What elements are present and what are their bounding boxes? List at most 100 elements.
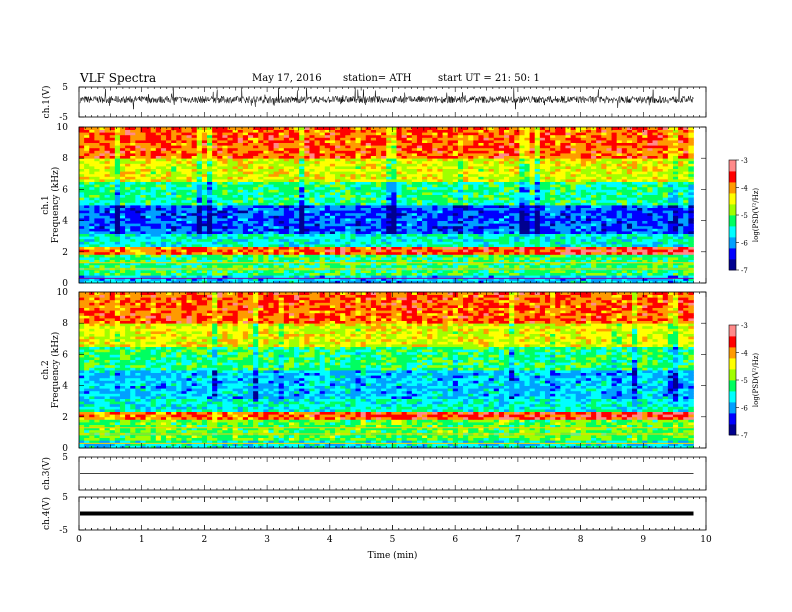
spectrogram-cell — [591, 179, 597, 182]
spectrogram-cell — [258, 236, 264, 240]
spectrogram-cell — [79, 202, 85, 206]
spectrogram-cell — [89, 189, 95, 193]
spectrogram-cell — [427, 241, 433, 245]
spectrogram-cell — [278, 277, 285, 281]
spectrogram-cell — [662, 246, 669, 250]
spectrogram-cell — [355, 186, 362, 190]
spectrogram-cell — [683, 218, 689, 221]
spectrogram-cell — [524, 231, 530, 234]
spectrogram-cell — [483, 186, 490, 190]
spectrogram-cell — [355, 233, 362, 237]
spectrogram-cell — [329, 231, 336, 234]
spectrogram-cell — [411, 244, 418, 247]
spectrogram-cell — [370, 184, 377, 188]
spectrogram-cell — [212, 205, 218, 208]
spectrogram-cell — [601, 277, 607, 281]
spectrogram-cell — [457, 218, 464, 221]
spectrogram-cell — [688, 231, 694, 234]
spectrogram-cell — [642, 184, 648, 188]
spectrogram-cell — [498, 199, 505, 203]
spectrogram-cell — [94, 236, 100, 240]
spectrogram-cell — [340, 233, 346, 237]
spectrogram-cell — [176, 215, 182, 219]
spectrogram-cell — [539, 254, 546, 258]
spectrogram-cell — [396, 251, 402, 255]
spectrogram-cell — [493, 202, 500, 206]
spectrogram-cell — [166, 241, 172, 245]
spectrogram-cell — [606, 207, 612, 211]
spectrogram-cell — [232, 205, 239, 208]
spectrogram-cell — [150, 238, 157, 242]
spectrogram-cell — [626, 249, 633, 253]
spectrogram-cell — [473, 275, 479, 279]
spectrogram-cell — [647, 189, 653, 193]
spectrogram-cell — [519, 210, 525, 214]
spectrogram-cell — [186, 254, 193, 258]
spectrogram-cell — [232, 194, 239, 198]
spectrogram-cell — [447, 246, 454, 250]
spectrogram-cell — [534, 238, 541, 242]
spectrogram-cell — [621, 197, 628, 201]
spectrogram-cell — [201, 241, 208, 245]
spectrogram-cell — [519, 194, 525, 198]
spectrogram-cell — [652, 272, 659, 276]
spectrogram-cell — [616, 262, 623, 266]
spectrogram-cell — [591, 202, 597, 206]
spectrogram-cell — [452, 236, 459, 240]
spectrogram-cell — [493, 257, 500, 260]
spectrogram-cell — [375, 228, 382, 232]
spectrogram-cell — [114, 264, 121, 268]
spectrogram-cell — [140, 236, 146, 240]
spectrogram-cell — [626, 220, 633, 224]
spectrogram-cell — [268, 241, 274, 245]
spectrogram-cell — [176, 184, 182, 188]
spectrogram-cell — [688, 233, 694, 237]
spectrogram-cell — [84, 241, 90, 245]
spectrogram-cell — [217, 236, 223, 240]
spectrogram-cell — [247, 181, 254, 185]
spectrogram-cell — [657, 223, 664, 227]
spectrogram-cell — [606, 233, 612, 237]
spectrogram-cell — [386, 202, 392, 206]
spectrogram-cell — [278, 205, 285, 208]
spectrogram-cell — [647, 231, 653, 234]
spectrogram-cell — [232, 270, 239, 273]
spectrogram-cell — [181, 280, 187, 284]
spectrogram-cell — [432, 186, 438, 190]
spectrogram-cell — [217, 277, 223, 281]
spectrogram-cell — [529, 184, 536, 188]
spectrogram-cell — [109, 246, 116, 250]
spectrogram-cell — [283, 192, 290, 195]
spectrogram-cell — [166, 246, 172, 250]
spectrogram-cell — [432, 264, 438, 268]
spectrogram-cell — [463, 205, 469, 208]
spectrogram-cell — [493, 215, 500, 219]
spectrogram-cell — [396, 272, 402, 276]
spectrogram-cell — [273, 236, 280, 240]
spectrogram-cell — [565, 210, 571, 214]
spectrogram-cell — [570, 270, 577, 273]
spectrogram-cell — [483, 212, 490, 216]
spectrogram-cell — [534, 223, 541, 227]
spectrogram-cell — [114, 277, 121, 281]
spectrogram-cell — [463, 212, 469, 216]
spectrogram-cell — [381, 205, 387, 208]
spectrogram-cell — [94, 228, 100, 232]
spectrogram-cell — [488, 225, 495, 229]
spectrogram-cell — [166, 280, 172, 284]
spectrogram-cell — [452, 241, 459, 245]
spectrogram-cell — [447, 212, 454, 216]
spectrogram-cell — [335, 254, 341, 258]
spectrogram-cell — [155, 220, 162, 224]
spectrogram-cell — [381, 210, 387, 214]
spectrogram-cell — [509, 272, 515, 276]
spectrogram-cell — [432, 257, 438, 260]
spectrogram-cell — [114, 272, 121, 276]
spectrogram-cell — [166, 270, 172, 273]
spectrogram-cell — [514, 236, 520, 240]
spectrogram-cell — [176, 197, 182, 201]
spectrogram-cell — [217, 249, 223, 253]
spectrogram-cell — [145, 181, 152, 185]
spectrogram-cell — [647, 186, 653, 190]
spectrogram-cell — [463, 207, 469, 211]
